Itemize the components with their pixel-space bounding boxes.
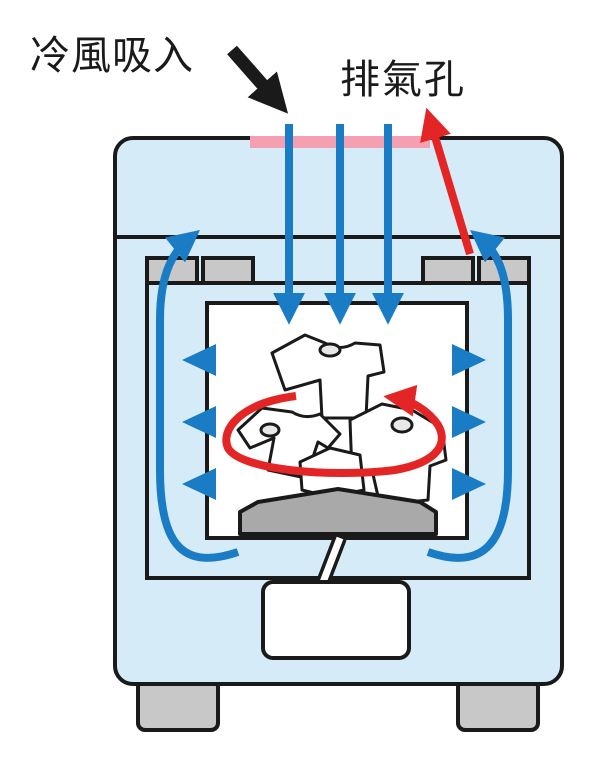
side-blow-arrow-right-2 bbox=[452, 406, 486, 438]
deflector-plate bbox=[238, 487, 438, 536]
cold-air-intake-label: 冷風吸入 bbox=[30, 33, 194, 79]
exhaust-vent-label: 排氣孔 bbox=[340, 57, 466, 103]
arrow-down-right-icon bbox=[227, 45, 289, 114]
tshirt-collar bbox=[259, 422, 281, 438]
vent-panel-3 bbox=[421, 256, 475, 285]
red-circulation-loop bbox=[222, 384, 446, 477]
side-blow-arrow-left-3 bbox=[182, 468, 216, 500]
side-blow-arrow-left-2 bbox=[182, 406, 216, 438]
side-blow-arrow-left-1 bbox=[182, 344, 216, 376]
bottom-drawer bbox=[261, 580, 411, 660]
side-blow-arrow-right-1 bbox=[452, 344, 486, 376]
exhaust-arrow bbox=[420, 107, 474, 256]
left-foot bbox=[136, 678, 220, 732]
vent-panel-2 bbox=[201, 256, 255, 285]
tshirt-collar bbox=[318, 342, 342, 358]
side-blow-arrow-right-3 bbox=[452, 468, 486, 500]
left-side-loop bbox=[156, 230, 240, 562]
tshirt-collar bbox=[390, 416, 414, 434]
right-foot bbox=[456, 678, 540, 732]
right-side-loop bbox=[426, 230, 512, 562]
